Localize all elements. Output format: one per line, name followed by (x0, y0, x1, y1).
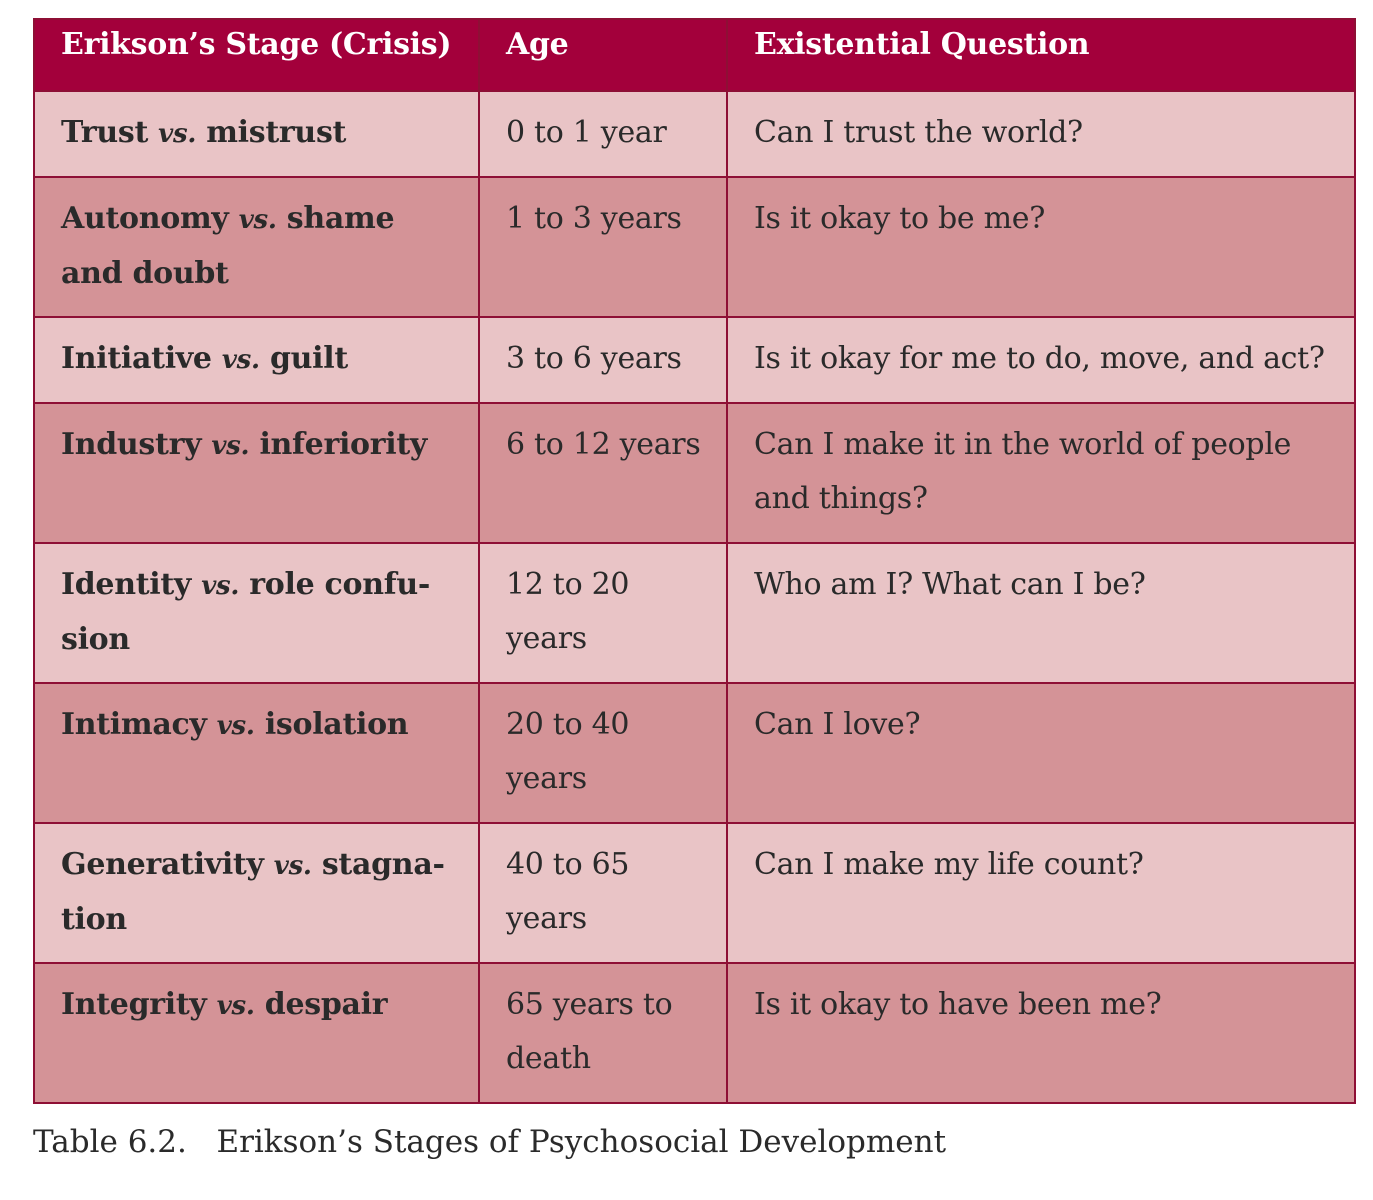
table-header-row: Erikson’s Stage (Crisis) Age Existential… (33, 18, 1356, 92)
age-cell: 40 to 65 years (478, 822, 728, 964)
stage-name: Industry (61, 427, 202, 462)
age-cell: 0 to 1 year (478, 90, 728, 178)
caption-title: Erikson’s Stages of Psychosocial Develop… (216, 1124, 947, 1160)
question-cell: Is it okay for me to do, move, and act? (726, 316, 1356, 404)
versus-label: vs. (158, 119, 197, 149)
stage-opposite: isolation (264, 707, 409, 742)
age-cell: 3 to 6 years (478, 316, 728, 404)
stage-name: Identity (61, 567, 192, 602)
question-cell: Is it okay to be me? (726, 176, 1356, 318)
caption-label: Table 6.2. (33, 1124, 187, 1160)
table-row: Trust vs. mistrust 0 to 1 year Can I tru… (33, 90, 1356, 178)
table-row: Integrity vs. despair 65 years to death … (33, 962, 1356, 1104)
stage-opposite: despair (264, 987, 388, 1022)
age-cell: 12 to 20 years (478, 542, 728, 684)
stage-name: Integrity (61, 987, 207, 1022)
stage-cell: Industry vs. inferiority (33, 402, 480, 544)
stage-name: Generativity (61, 847, 264, 882)
versus-label: vs. (273, 851, 312, 881)
versus-label: vs. (201, 571, 240, 601)
stage-opposite: shame and doubt (61, 201, 395, 291)
stages-table-container: Erikson’s Stage (Crisis) Age Existential… (33, 18, 1356, 1104)
table-row: Intimacy vs. isolation 20 to 40 years Ca… (33, 682, 1356, 824)
question-cell: Can I trust the world? (726, 90, 1356, 178)
versus-label: vs. (216, 711, 255, 741)
stage-cell: Trust vs. mistrust (33, 90, 480, 178)
versus-label: vs. (221, 345, 260, 375)
header-age: Age (478, 18, 728, 92)
stage-opposite: stagna-tion (61, 847, 445, 937)
table-row: Industry vs. inferiority 6 to 12 years C… (33, 402, 1356, 544)
table-row: Generativity vs. stagna-tion 40 to 65 ye… (33, 822, 1356, 964)
stage-opposite: inferiority (259, 427, 428, 462)
table-row: Identity vs. role confu-sion 12 to 20 ye… (33, 542, 1356, 684)
question-cell: Can I make it in the world of people and… (726, 402, 1356, 544)
stage-name: Trust (61, 115, 149, 150)
age-cell: 6 to 12 years (478, 402, 728, 544)
stage-cell: Integrity vs. despair (33, 962, 480, 1104)
age-cell: 1 to 3 years (478, 176, 728, 318)
age-cell: 65 years to death (478, 962, 728, 1104)
stage-name: Autonomy (61, 201, 229, 236)
stage-cell: Autonomy vs. shame and doubt (33, 176, 480, 318)
stage-cell: Intimacy vs. isolation (33, 682, 480, 824)
eriksons-stages-table: Erikson’s Stage (Crisis) Age Existential… (33, 18, 1356, 1104)
header-stage: Erikson’s Stage (Crisis) (33, 18, 480, 92)
stage-opposite: mistrust (206, 115, 347, 150)
table-row: Initiative vs. guilt 3 to 6 years Is it … (33, 316, 1356, 404)
stage-name: Intimacy (61, 707, 207, 742)
stage-cell: Initiative vs. guilt (33, 316, 480, 404)
versus-label: vs. (238, 205, 277, 235)
stage-name: Initiative (61, 341, 212, 376)
question-cell: Can I love? (726, 682, 1356, 824)
table-caption: Table 6.2. Erikson’s Stages of Psychosoc… (33, 1120, 946, 1164)
versus-label: vs. (216, 991, 255, 1021)
question-cell: Is it okay to have been me? (726, 962, 1356, 1104)
stage-cell: Identity vs. role confu-sion (33, 542, 480, 684)
question-cell: Can I make my life count? (726, 822, 1356, 964)
stage-opposite: guilt (269, 341, 348, 376)
stage-opposite: role confu-sion (61, 567, 430, 657)
table-row: Autonomy vs. shame and doubt 1 to 3 year… (33, 176, 1356, 318)
age-cell: 20 to 40 years (478, 682, 728, 824)
stage-cell: Generativity vs. stagna-tion (33, 822, 480, 964)
header-question: Existential Question (726, 18, 1356, 92)
question-cell: Who am I? What can I be? (726, 542, 1356, 684)
versus-label: vs. (211, 431, 250, 461)
